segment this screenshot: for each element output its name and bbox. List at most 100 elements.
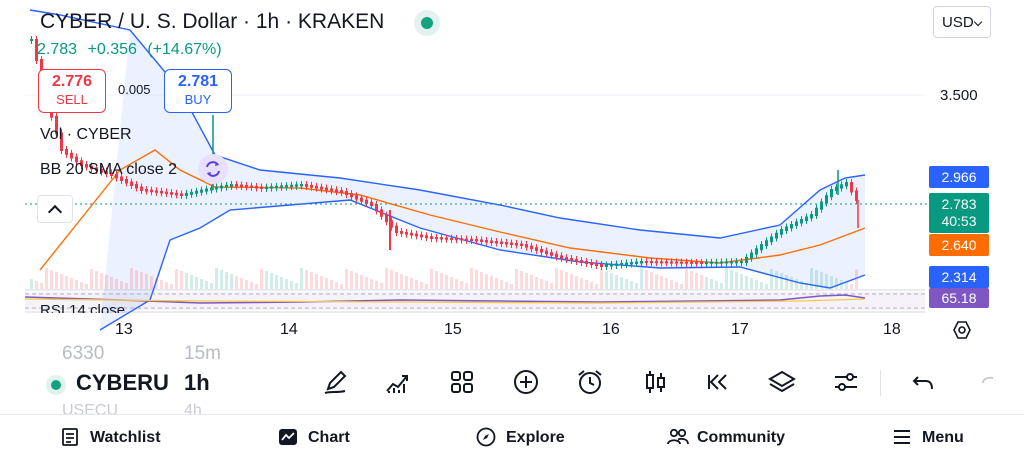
symbol-title[interactable]: CYBER / U. S. Dollar · 1h · KRAKEN [40,10,385,33]
redo-icon[interactable] [975,367,997,397]
layers-icon[interactable] [767,367,797,397]
volume-bar [210,283,213,289]
candle-body [125,179,128,184]
candle-body [300,184,303,187]
candles-icon[interactable] [640,367,670,397]
grid-icon[interactable] [447,367,477,397]
candle-body [790,224,793,229]
time-label-17: 17 [731,321,749,338]
rsi-value-tag: 65.18 [929,288,989,308]
rsi-indicator-label[interactable]: RSI 14 close [40,302,126,313]
candle-body [735,261,738,264]
candle-body [55,115,58,135]
candle-body [345,191,348,196]
sliders-icon[interactable] [831,367,861,397]
symbol-carousel-prev[interactable]: 6330 [62,343,105,364]
volume-bar [855,269,858,289]
chart-up-icon[interactable] [383,367,413,397]
candle-body [660,261,663,264]
volume-bar [130,268,133,289]
sync-icon[interactable] [198,154,228,184]
candle-body [400,231,403,234]
candle-body [315,185,318,189]
spread-value: 0.005 [118,82,151,97]
volume-bar [470,268,473,289]
candle-body [600,264,603,267]
timeframe-picker[interactable]: 1h [184,370,210,395]
currency-select[interactable]: USD [933,6,991,38]
pencil-icon[interactable] [321,367,351,397]
candle-body [100,169,103,173]
candle-body [190,191,193,195]
collapse-indicators-button[interactable] [37,195,73,223]
candle-body [570,258,573,261]
candle-body [185,192,188,196]
volume-bar [465,283,468,289]
candle-body [250,185,253,188]
volume-bar [775,271,778,289]
volume-bar [165,282,168,289]
buy-button[interactable]: 2.781 BUY [164,69,232,113]
nav-explore[interactable]: Explore [476,427,565,447]
volume-bar [295,283,298,289]
volume-bar [65,276,68,289]
candle-body [285,185,288,188]
candle-body [825,195,828,204]
sell-button[interactable]: 2.776 SELL [38,69,106,113]
candle-body [425,235,428,239]
candle-body [150,189,153,193]
volume-bar [765,284,768,289]
chart-area[interactable]: CYBER / U. S. Dollar · 1h · KRAKEN 2.783… [0,0,1024,355]
candle-body [305,184,308,187]
chart-settings-icon[interactable] [952,320,972,340]
candle-body [755,248,758,255]
candle-body [290,184,293,188]
volume-bar [455,279,458,289]
plus-circle-icon[interactable] [511,367,541,397]
candle-body [240,184,243,187]
candle-body [525,244,528,248]
nav-community[interactable]: Community [667,428,785,447]
nav-chart[interactable]: Chart [279,429,350,447]
undo-icon[interactable] [908,367,938,397]
candle-body [655,261,658,264]
buy-label: BUY [184,92,212,107]
candle-body [75,156,78,163]
rewind-icon[interactable] [703,367,733,397]
volume-bar [675,282,678,289]
candle-body [105,170,108,175]
candle-body [175,192,178,196]
nav-menu[interactable]: Menu [894,429,964,447]
candle-body [390,220,393,228]
volume-bar [510,284,513,289]
volume-bar [750,278,753,289]
volume-bar [90,269,93,289]
candle-body [85,164,88,168]
volume-bar [45,268,48,289]
volume-bar [760,282,763,289]
bollinger-indicator-label[interactable]: BB 20 SMA close 2 [40,161,177,178]
volume-bar [635,283,638,289]
volume-bar [535,277,538,289]
volume-bar [110,277,113,289]
volume-bar [585,280,588,289]
symbol-picker[interactable]: CYBERU [76,370,169,395]
volume-bar [135,270,138,289]
price-change-pct: (+14.67%) [147,41,222,58]
candle-body [835,186,838,191]
volume-bar [75,280,78,289]
volume-bar [630,281,633,289]
timeframe-carousel-prev[interactable]: 15m [184,343,221,364]
candle-body [260,186,263,189]
candle-body [805,216,808,221]
volume-bar [620,277,623,289]
candle-body [415,233,418,237]
volume-indicator-label[interactable]: Vol · CYBER [40,126,132,143]
alarm-icon[interactable] [575,367,605,397]
nav-watchlist[interactable]: Watchlist [62,428,161,447]
candle-body [215,186,218,190]
volume-bar [700,275,703,289]
candle-body [830,189,833,198]
candle-body [800,219,803,224]
volume-bar [325,278,328,289]
